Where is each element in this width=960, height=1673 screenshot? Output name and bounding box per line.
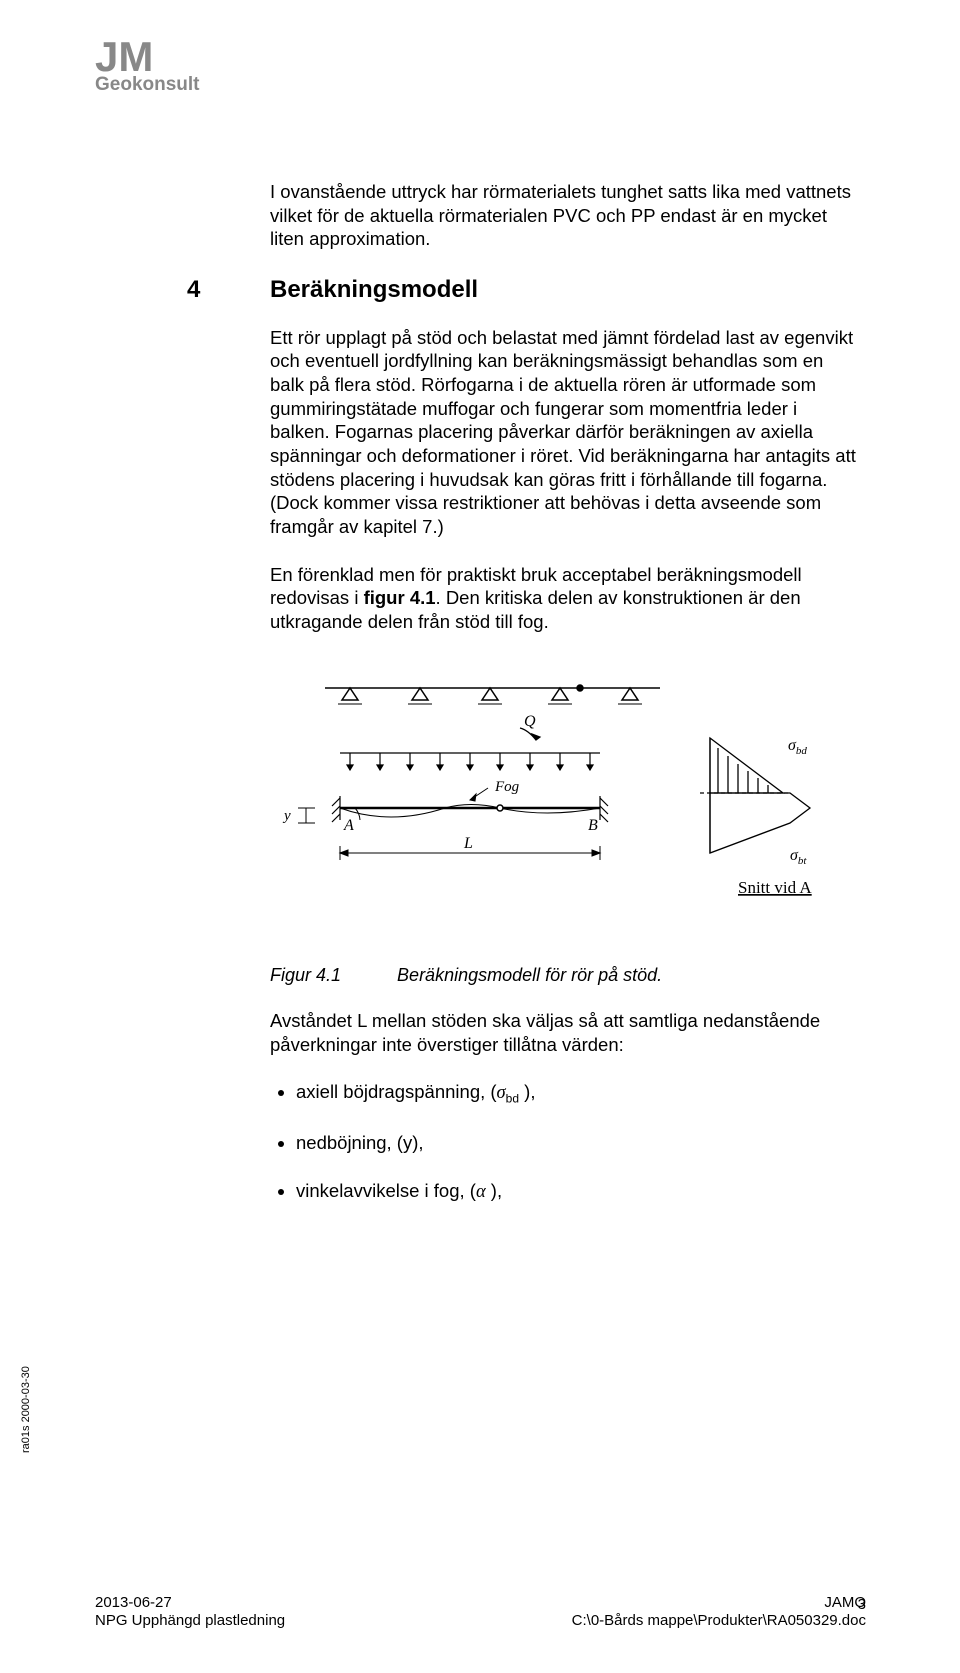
logo-main: JM — [95, 38, 200, 76]
footer-right: JAMO C:\0-Bårds mappe\Produkter\RA050329… — [572, 1594, 866, 1632]
body-paragraph-1: Ett rör upplagt på stöd och belastat med… — [270, 326, 860, 539]
section-number: 4 — [187, 275, 200, 306]
label-Q: Q — [524, 713, 536, 730]
body-paragraph-3: Avståndet L mellan stöden ska väljas så … — [270, 1009, 860, 1056]
label-sigma-bt: σbt — [790, 847, 807, 867]
label-L: L — [463, 835, 473, 852]
label-B: B — [588, 817, 598, 834]
footer-left: 2013-06-27 NPG Upphängd plastledning — [95, 1594, 285, 1632]
figure-4-1: Q Fog — [270, 658, 860, 928]
intro-paragraph: I ovanstående uttryck har rörmaterialets… — [270, 180, 860, 251]
footer-path: C:\0-Bårds mappe\Produkter\RA050329.doc — [572, 1612, 866, 1631]
figure-caption: Figur 4.1 Beräkningsmodell för rör på st… — [270, 964, 860, 987]
bullet-list: axiell böjdragspänning, (σbd ), nedböjni… — [270, 1080, 860, 1204]
side-code: ra01s 2000-03-30 — [20, 1366, 32, 1453]
label-snitt: Snitt vid A — [738, 878, 812, 897]
figure-caption-num: Figur 4.1 — [270, 964, 341, 987]
body-paragraph-2: En förenklad men för praktiskt bruk acce… — [270, 563, 860, 634]
footer-doc: NPG Upphängd plastledning — [95, 1612, 285, 1631]
footer-date: 2013-06-27 — [95, 1594, 285, 1613]
section-title: Beräkningsmodell — [270, 275, 478, 306]
logo: JM Geokonsult — [95, 38, 200, 96]
label-sigma-bd: σbd — [788, 737, 807, 757]
logo-sub: Geokonsult — [95, 74, 200, 96]
label-fog: Fog — [494, 779, 520, 795]
figure-caption-text: Beräkningsmodell för rör på stöd. — [397, 964, 662, 987]
main-content: I ovanstående uttryck har rörmaterialets… — [270, 180, 860, 1229]
beam-diagram-svg: Q Fog — [270, 658, 860, 928]
label-y: y — [282, 808, 291, 824]
bullet-3: vinkelavvikelse i fog, (α ), — [296, 1179, 860, 1205]
label-A: A — [343, 817, 354, 834]
bullet-1: axiell böjdragspänning, (σbd ), — [296, 1080, 860, 1107]
bullet-2: nedböjning, (y), — [296, 1131, 860, 1155]
footer-owner: JAMO — [572, 1594, 866, 1613]
section-heading: 4 Beräkningsmodell — [270, 275, 860, 306]
